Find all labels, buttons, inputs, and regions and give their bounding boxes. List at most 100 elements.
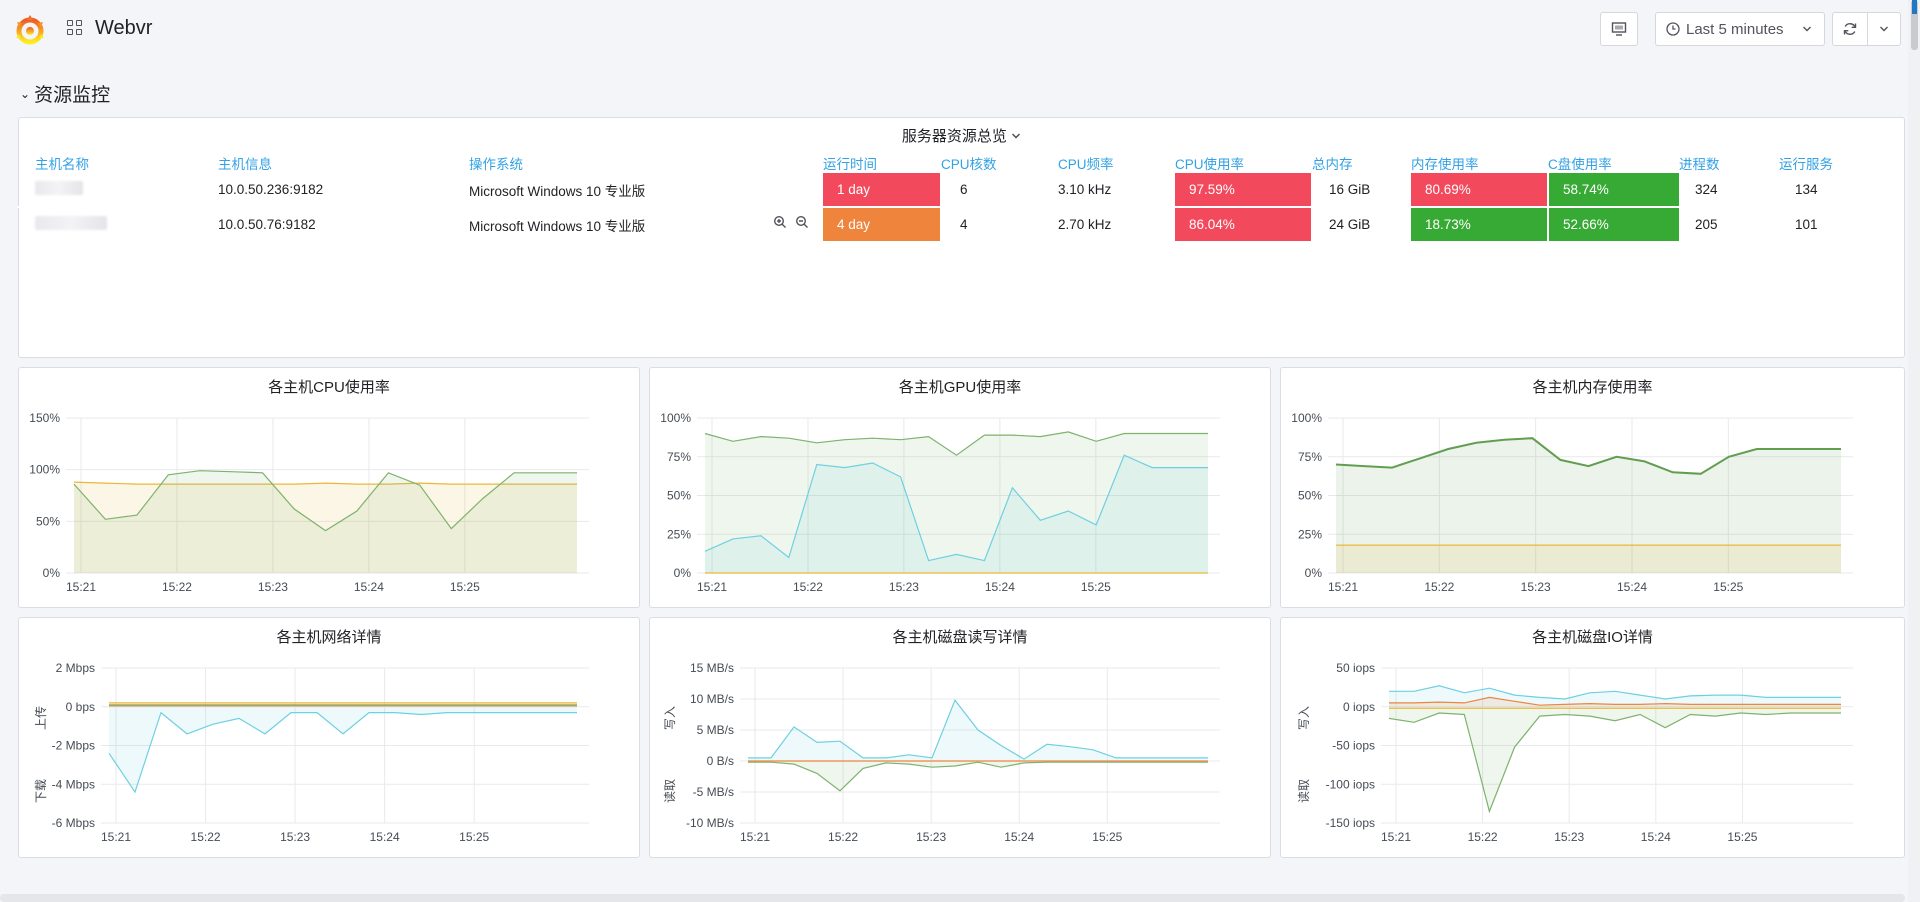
c-usage-cell: 58.74% [1548, 173, 1679, 207]
upper-axis-label: 上传 [33, 706, 48, 730]
col-c-usage[interactable]: C盘使用率 [1548, 157, 1612, 172]
x-tick-label: 15:25 [1092, 830, 1122, 844]
x-tick-label: 15:24 [370, 830, 400, 844]
series-area [1336, 545, 1841, 573]
col-services[interactable]: 运行服务 [1779, 157, 1833, 172]
refresh-interval-dropdown[interactable] [1867, 12, 1901, 46]
series-line[interactable] [1388, 712, 1841, 814]
x-tick-label: 15:23 [1554, 830, 1584, 844]
lower-axis-label: 读取 [1297, 779, 1311, 803]
series-area [1389, 685, 1841, 707]
series-area [74, 470, 577, 573]
series-line[interactable] [1389, 696, 1841, 706]
y-tick-label: 100% [29, 463, 60, 477]
chart-svg: 0% 50% 100% 150% 15:21 15:22 15:23 15:24 15:25 [29, 411, 589, 594]
services-cell: 134 [1795, 182, 1818, 197]
cpu-freq-cell: 3.10 kHz [1058, 182, 1112, 197]
horizontal-scrollbar[interactable] [0, 894, 1905, 902]
x-tick-label: 15:24 [354, 580, 384, 594]
chevron-down-icon: ⌄ [20, 86, 31, 101]
x-tick-label: 15:21 [697, 580, 727, 594]
panel-title[interactable]: 各主机GPU使用率 [898, 379, 1022, 396]
col-procs[interactable]: 进程数 [1679, 157, 1720, 172]
mem-usage-cell: 80.69% [1411, 173, 1549, 207]
row-toggle[interactable]: ⌄ 资源监控 [20, 80, 110, 107]
services-cell: 101 [1795, 217, 1818, 232]
zoom-out-icon[interactable] [795, 215, 809, 229]
mem-usage-cell: 18.73% [1411, 207, 1549, 241]
chart-svg: -6 Mbps -4 Mbps -2 Mbps 0 bps 2 Mbps 15:21 15:… [33, 661, 589, 844]
x-tick-label: 15:22 [191, 830, 221, 844]
col-host-info[interactable]: 主机信息 [218, 157, 272, 172]
y-tick-label: 0% [43, 566, 61, 580]
procs-cell: 324 [1695, 182, 1718, 197]
tv-mode-button[interactable] [1600, 12, 1638, 46]
series-area [705, 455, 1208, 573]
series-line[interactable] [748, 761, 1208, 792]
panel-title[interactable]: 各主机CPU使用率 [268, 379, 390, 396]
panel-title[interactable]: 各主机磁盘IO详情 [1532, 629, 1653, 646]
disk-rw-panel: 各主机磁盘读写详情 -10 MB/s -5 MB/s 0 B/s 5 MB/s 10 M… [649, 617, 1271, 858]
series-line[interactable] [1335, 437, 1841, 475]
x-tick-label: 15:23 [280, 830, 310, 844]
x-tick-label: 15:25 [450, 580, 480, 594]
y-tick-label: 75% [667, 450, 691, 464]
y-tick-label: 50% [667, 489, 691, 503]
time-range-picker[interactable]: Last 5 minutes [1655, 12, 1825, 46]
series-line[interactable] [704, 431, 1208, 456]
lower-axis-label: 读取 [663, 779, 677, 803]
vertical-scrollbar[interactable] [1908, 0, 1920, 902]
grafana-logo-icon[interactable] [12, 12, 48, 48]
host-name-cell [17, 207, 218, 241]
series-line[interactable] [73, 470, 577, 532]
x-tick-label: 15:21 [740, 830, 770, 844]
series-line[interactable] [748, 699, 1208, 760]
y-tick-label: 0 B/s [707, 754, 734, 768]
col-uptime[interactable]: 运行时间 [823, 157, 877, 172]
x-tick-label: 15:25 [459, 830, 489, 844]
chart-svg: -10 MB/s -5 MB/s 0 B/s 5 MB/s 10 MB/s 15 MB/s… [663, 661, 1220, 844]
panel-title[interactable]: 服务器资源总览 [19, 125, 1904, 146]
y-tick-label: -10 MB/s [686, 816, 734, 830]
host-info-cell: 10.0.50.76:9182 [218, 217, 316, 232]
y-tick-label: -2 Mbps [52, 739, 95, 753]
col-cpu-usage[interactable]: CPU使用率 [1175, 157, 1245, 172]
panel-title[interactable]: 各主机磁盘读写详情 [892, 629, 1028, 646]
os-cell: Microsoft Windows 10 专业版 [469, 183, 646, 199]
table-header-row: 主机名称 主机信息 操作系统 运行时间 CPU核数 CPU频率 CPU使用率 总… [17, 153, 1879, 173]
series-line[interactable] [108, 711, 577, 794]
y-tick-label: 100% [660, 411, 691, 425]
zoom-in-icon[interactable] [773, 215, 787, 229]
dashboard-title[interactable]: Webvr [95, 17, 153, 39]
col-cpu-freq[interactable]: CPU频率 [1058, 157, 1114, 172]
cpu-cores-cell: 4 [960, 217, 968, 232]
series-area [1336, 438, 1841, 573]
x-tick-label: 15:24 [1641, 830, 1671, 844]
os-cell: Microsoft Windows 10 专业版 [469, 207, 823, 241]
panel-title[interactable]: 各主机内存使用率 [1532, 379, 1653, 396]
time-range-label: Last 5 minutes [1686, 20, 1784, 38]
col-mem-total[interactable]: 总内存 [1312, 157, 1353, 172]
series-line[interactable] [73, 481, 577, 485]
series-line[interactable] [1389, 685, 1841, 700]
panel-title-text: 服务器资源总览 [901, 128, 1007, 145]
y-tick-label: 2 Mbps [56, 661, 95, 675]
cpu-freq-cell: 2.70 kHz [1058, 217, 1112, 232]
col-mem-usage[interactable]: 内存使用率 [1411, 157, 1479, 172]
cpu-usage-cell: 97.59% [1175, 173, 1313, 207]
lower-axis-label: 下载 [34, 779, 48, 803]
x-tick-label: 15:21 [1381, 830, 1411, 844]
series-line[interactable] [704, 454, 1208, 562]
chart-svg: -150 iops -100 iops -50 iops 0 iops 50 iops 1… [1297, 661, 1853, 844]
os-cell-text: Microsoft Windows 10 专业版 [469, 218, 646, 234]
x-tick-label: 15:22 [1424, 580, 1454, 594]
y-tick-label: 5 MB/s [697, 723, 734, 737]
y-tick-label: 100% [1291, 411, 1322, 425]
col-os[interactable]: 操作系统 [469, 157, 523, 172]
col-cpu-cores[interactable]: CPU核数 [941, 157, 997, 172]
procs-cell: 205 [1695, 217, 1718, 232]
refresh-button[interactable] [1832, 12, 1868, 46]
x-tick-label: 15:24 [1004, 830, 1034, 844]
col-host-name[interactable]: 主机名称 [35, 157, 89, 172]
panel-title[interactable]: 各主机网络详情 [276, 629, 382, 646]
